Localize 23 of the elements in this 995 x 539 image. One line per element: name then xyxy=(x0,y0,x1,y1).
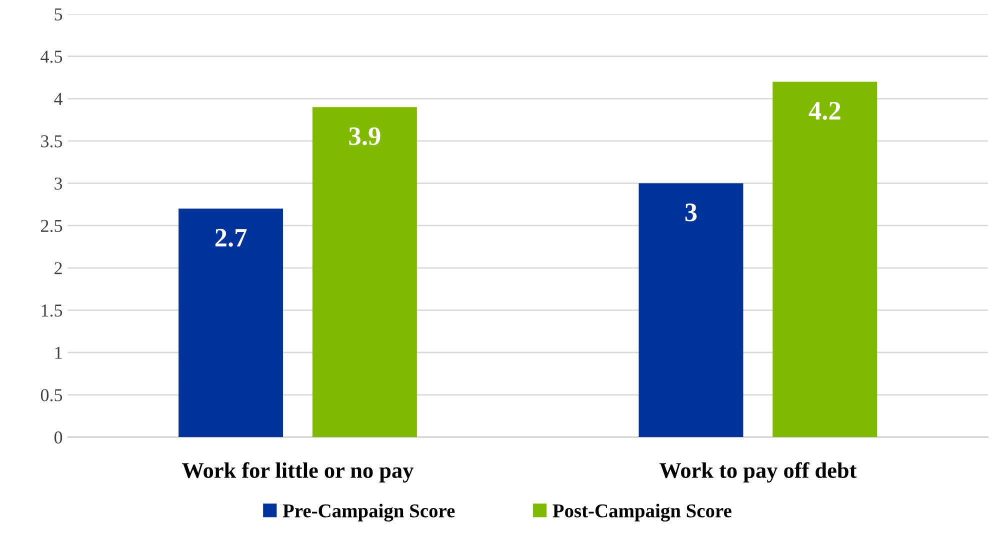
bar xyxy=(772,82,878,438)
data-label: 3 xyxy=(685,204,697,222)
x-tick-label: Work for little or no pay xyxy=(182,462,414,483)
y-tick-label: 1 xyxy=(55,346,62,359)
bar xyxy=(178,208,284,438)
legend-label: Post-Campaign Score xyxy=(552,504,732,522)
y-tick-label: 4 xyxy=(54,93,63,105)
y-tick-label: 0 xyxy=(54,431,62,444)
y-tick-label: 4.5 xyxy=(40,50,62,63)
bar xyxy=(312,107,417,438)
data-label: 4.2 xyxy=(808,102,840,120)
y-tick-label: 3 xyxy=(54,178,62,190)
bar xyxy=(638,183,744,438)
y-tick-label: 1.5 xyxy=(42,304,62,317)
y-tick-label: 0.5 xyxy=(40,389,62,402)
y-tick-label: 3.5 xyxy=(41,135,62,148)
x-tick-label: Work to pay off debt xyxy=(659,462,857,483)
y-tick-label: 5 xyxy=(54,8,62,20)
data-label: 3.9 xyxy=(349,127,380,146)
y-tick-label: 2.5 xyxy=(41,220,62,232)
legend-label: Pre-Campaign Score xyxy=(282,504,455,522)
y-tick-label: 2 xyxy=(54,262,62,274)
data-label: 2.7 xyxy=(215,228,247,247)
